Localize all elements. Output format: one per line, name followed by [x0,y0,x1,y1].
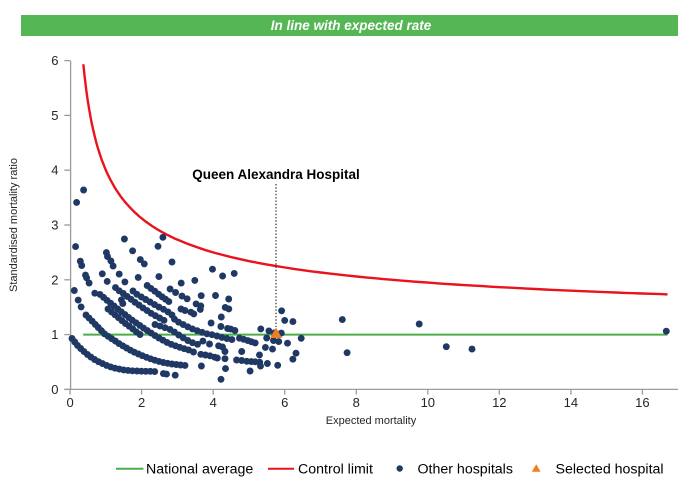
svg-text:Standardised mortality ratio: Standardised mortality ratio [8,158,20,292]
svg-text:4: 4 [210,395,217,410]
svg-text:Expected mortality: Expected mortality [326,415,417,427]
svg-text:Queen Alexandra Hospital: Queen Alexandra Hospital [192,167,360,182]
svg-text:6: 6 [51,53,58,68]
svg-text:0: 0 [51,382,58,397]
svg-text:Other hospitals: Other hospitals [418,462,513,478]
svg-text:In line with expected rate: In line with expected rate [271,18,432,33]
svg-text:12: 12 [492,395,506,410]
svg-text:2: 2 [51,272,58,287]
svg-text:14: 14 [564,395,578,410]
svg-text:Control limit: Control limit [298,462,373,478]
svg-text:1: 1 [51,327,58,342]
svg-text:3: 3 [51,218,58,233]
svg-text:2: 2 [138,395,145,410]
svg-text:16: 16 [635,395,649,410]
svg-text:6: 6 [281,395,288,410]
svg-text:10: 10 [421,395,435,410]
svg-text:5: 5 [51,108,58,123]
svg-text:8: 8 [353,395,360,410]
svg-text:National average: National average [146,462,253,478]
svg-text:4: 4 [51,163,58,178]
svg-text:Selected hospital: Selected hospital [556,462,664,478]
svg-text:0: 0 [66,395,73,410]
